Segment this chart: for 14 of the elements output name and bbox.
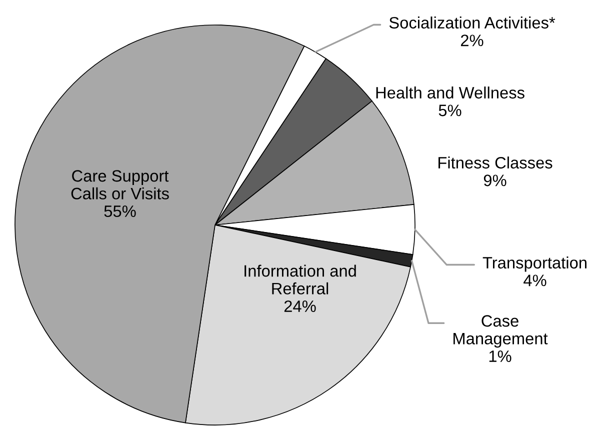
slice-label: Transportation xyxy=(482,256,586,272)
data-label: 5% xyxy=(438,104,462,116)
slice-label: Fitness Classes xyxy=(438,156,552,169)
slice-label: Care Support Calls or Visits xyxy=(71,170,169,200)
data-label: 24% xyxy=(284,300,316,312)
data-label: 2% xyxy=(460,34,484,46)
data-label: 55% xyxy=(104,206,136,218)
data-label: 9% xyxy=(484,174,506,186)
data-label: 1% xyxy=(489,350,512,362)
data-label: 4% xyxy=(524,274,546,286)
slice-label: Information and Referral xyxy=(244,264,356,294)
slice-label: Health and Wellness xyxy=(376,86,524,99)
slice-label: Case Management xyxy=(454,315,548,348)
slice-label: Socialization Activities* xyxy=(389,16,556,29)
